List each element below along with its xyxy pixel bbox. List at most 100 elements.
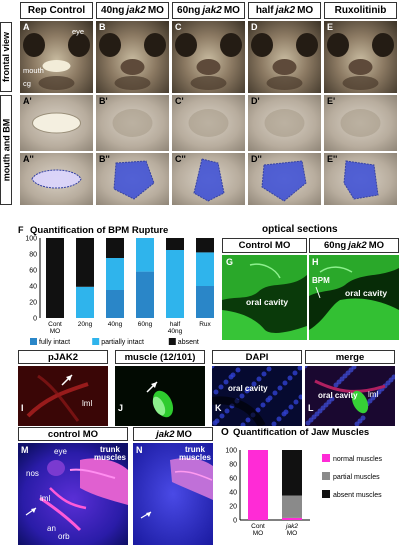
panel-letter-i: I [21, 403, 24, 413]
header-gene: jak2 [348, 240, 367, 251]
chart-f-bar-segment [106, 290, 124, 318]
chart-o-title: Quantification of Jaw Muscles [233, 427, 370, 438]
header-pjak2: pJAK2 [18, 350, 108, 364]
panel-letter-row1-3: D [251, 22, 258, 32]
chart-f-legend-swatch [92, 338, 100, 345]
chart-f-bar-segment [136, 271, 154, 318]
header-60ng-jak2: 60ng jak2 MO [172, 2, 245, 19]
chart-f-bar-segment [196, 238, 214, 253]
header-text: MO [297, 5, 314, 16]
chart-o-legend-swatch [322, 490, 330, 498]
row-label-frontal: frontal view [0, 22, 12, 92]
chart-f-ytick: 0 [33, 316, 37, 323]
header-rep-control: Rep Control [20, 2, 93, 19]
header-text: 40ng [101, 5, 125, 16]
chart-f-xtick: 20ng [78, 321, 93, 328]
header-text: Ruxolitinib [334, 5, 387, 16]
chart-f-legend-label: absent [178, 339, 199, 346]
chart-o-xtick: MO [253, 530, 263, 537]
panel-letter-row3-2: C'' [175, 154, 186, 164]
panel-letter-row1-1: B [99, 22, 106, 32]
chart-o-ytick: 20 [229, 504, 237, 511]
header-text: MO [223, 5, 240, 16]
header-text: MO [368, 240, 384, 251]
panel-letter-row2-3: D' [251, 96, 260, 106]
photo-row2-0 [20, 95, 93, 151]
chart-o-xtick: Cont [251, 523, 265, 530]
label-trunk-m: trunk muscles [93, 445, 127, 463]
photo-row1-2 [172, 21, 245, 93]
photo-row3-0 [20, 153, 93, 205]
photo-row1-0 [20, 21, 93, 93]
photo-row1-4 [324, 21, 397, 93]
chart-f-xtick: half [170, 321, 181, 328]
panel-letter-l: L [308, 403, 314, 413]
panel-letter-g: G [226, 257, 234, 267]
chart-f-bar-segment [136, 238, 154, 272]
label-oral-cavity-l: oral cavity [318, 391, 358, 400]
chart-f-xtick: 40ng [108, 321, 123, 328]
chart-f-bar-segment [166, 238, 184, 250]
chart-f-xtick: 60ng [138, 321, 153, 328]
panel-letter-h: H [312, 257, 319, 267]
chart-o-legend-swatch [322, 472, 330, 480]
chart-f-legend-swatch [168, 338, 176, 345]
row-label-mouth: mouth and BM [0, 95, 12, 205]
chart-f-ytick: 80 [29, 252, 37, 259]
panel-letter-row2-1: B' [99, 96, 108, 106]
chart-o-xtick: MO [287, 530, 297, 537]
header-text: half [255, 5, 274, 16]
chart-f-legend-label: fully intact [39, 339, 70, 346]
photo-row1-1 [96, 21, 169, 93]
chart-o-bar-segment [282, 450, 302, 496]
header-text: control MO [47, 428, 99, 440]
chart-f-bar-segment [196, 286, 214, 318]
label-cg: cg [23, 79, 31, 88]
panel-letter-row2-0: A' [23, 96, 32, 106]
header-text: 60ng [177, 5, 201, 16]
panel-letter-row3-3: D'' [251, 154, 262, 164]
panel-letter-o: O [221, 427, 229, 438]
photo-row3-4 [324, 153, 397, 205]
header-merge: merge [305, 350, 395, 364]
chart-f-xtick: Cont [48, 321, 62, 328]
chart-f-bar-segment [196, 252, 214, 286]
label-bpm: BPM [312, 276, 330, 285]
chart-o-ytick: 80 [229, 462, 237, 469]
panel-letter-m: M [21, 445, 29, 455]
header-control-mo-m: control MO [18, 427, 128, 441]
chart-o-bar-segment [248, 450, 268, 520]
header-gene: jak2 [275, 5, 296, 16]
panel-letter-row3-0: A'' [23, 154, 34, 164]
chart-o-ytick: 0 [233, 518, 237, 525]
chart-f-xtick: 40ng [168, 328, 183, 335]
chart-f-bar-segment [76, 238, 94, 287]
optical-sections-title: optical sections [262, 224, 338, 235]
chart-o-ytick: 60 [229, 476, 237, 483]
chart-f-title: Quantification of BPM Rupture [30, 225, 169, 236]
chart-o-legend-label: partial muscles [333, 474, 380, 481]
label-mouth: mouth [23, 66, 44, 75]
header-jak2-mo-n: jak2 MO [133, 427, 213, 441]
label-eye-m: eye [54, 447, 67, 456]
image-merge [305, 366, 395, 426]
panel-letter-row1-4: E [327, 22, 334, 32]
panel-letter-row3-1: B'' [99, 154, 110, 164]
chart-o-xtick: jak2 [285, 523, 298, 530]
photo-row2-4 [324, 95, 397, 151]
photo-row3-2 [172, 153, 245, 205]
panel-letter-row2-4: E' [327, 96, 336, 106]
chart-f-bar-segment [76, 286, 94, 318]
chart-f-bar-segment [166, 250, 184, 318]
label-oral-cavity-k: oral cavity [228, 384, 268, 393]
header-gene: jak2 [156, 428, 175, 440]
chart-f-ytick: 60 [29, 268, 37, 275]
header-text: 60ng [324, 240, 347, 251]
chart-o-legend-swatch [322, 454, 330, 462]
header-dapi: DAPI [212, 350, 302, 364]
